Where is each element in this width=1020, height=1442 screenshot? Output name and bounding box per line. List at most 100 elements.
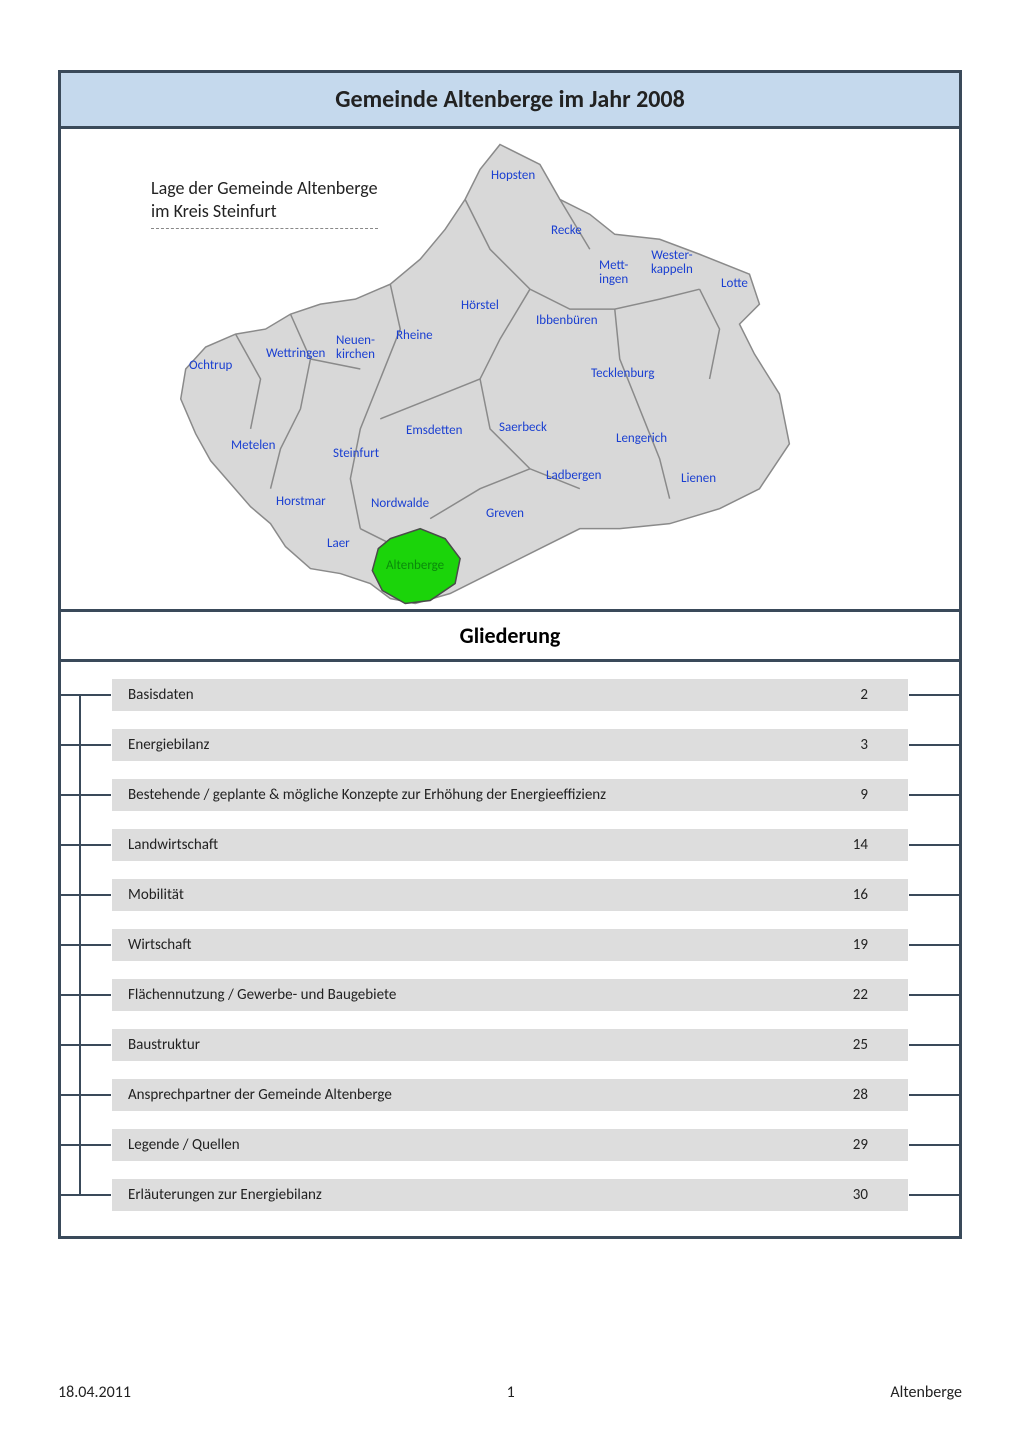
toc-row: Bestehende / geplante & mögliche Konzept… [111, 778, 909, 812]
map-label: Hörstel [461, 299, 499, 313]
map-label: Saerbeck [499, 421, 547, 435]
map-label: Altenberge [386, 559, 444, 573]
toc-connector-left [61, 994, 111, 996]
toc-page: 22 [853, 986, 868, 1004]
map-label: Wester-kappeln [651, 249, 693, 278]
toc-row-wrap: Bestehende / geplante & mögliche Konzept… [61, 772, 959, 822]
toc-label: Bestehende / geplante & mögliche Konzept… [128, 786, 606, 804]
toc-label: Wirtschaft [128, 936, 191, 954]
section-title: Gliederung [460, 622, 561, 649]
toc-label: Basisdaten [128, 686, 194, 704]
map-label: Rheine [396, 329, 433, 343]
toc-row-wrap: Basisdaten 2 [61, 672, 959, 722]
toc-page: 28 [853, 1086, 868, 1104]
toc-label: Energiebilanz [128, 736, 209, 754]
title-bar: Gemeinde Altenberge im Jahr 2008 [61, 73, 959, 129]
map-label: Steinfurt [333, 447, 379, 461]
map-label: Ibbenbüren [536, 314, 598, 328]
toc-row: Landwirtschaft 14 [111, 828, 909, 862]
toc-connector-left [61, 744, 111, 746]
map-label: Greven [486, 507, 524, 521]
toc-connector-left [61, 1194, 111, 1196]
toc-row: Ansprechpartner der Gemeinde Altenberge 2… [111, 1078, 909, 1112]
toc-page: 25 [853, 1036, 868, 1054]
toc-connector-left [61, 1044, 111, 1046]
toc-page: 14 [853, 836, 868, 854]
toc-connector-right [909, 744, 959, 746]
toc-row: Mobilität 16 [111, 878, 909, 912]
toc-row: Flächennutzung / Gewerbe- und Baugebiete… [111, 978, 909, 1012]
toc-page: 9 [860, 786, 868, 804]
map-label: Metelen [231, 439, 275, 453]
map-label: Lengerich [616, 432, 667, 446]
toc-connector-left [61, 794, 111, 796]
map-caption-line2: im Kreis Steinfurt [151, 200, 277, 222]
toc-connector-right [909, 1144, 959, 1146]
toc-row-wrap: Wirtschaft 19 [61, 922, 959, 972]
map-area: Lage der Gemeinde Altenberge im Kreis St… [61, 129, 959, 609]
map-label: Mett-ingen [599, 259, 628, 288]
map-label: Horstmar [276, 495, 326, 509]
toc-connector-right [909, 994, 959, 996]
map-caption: Lage der Gemeinde Altenberge im Kreis St… [151, 177, 378, 229]
map-label: Laer [327, 537, 350, 551]
toc-page: 16 [853, 886, 868, 904]
toc-page: 3 [860, 736, 868, 754]
toc-connector-left [61, 694, 111, 696]
page-footer: 18.04.2011 1 Altenberge [58, 1383, 962, 1402]
map-label: Ladbergen [546, 469, 602, 483]
section-header: Gliederung [61, 609, 959, 662]
toc-row-wrap: Erläuterungen zur Energiebilanz 30 [61, 1172, 959, 1222]
map-label: Ochtrup [189, 359, 232, 373]
toc-label: Baustruktur [128, 1036, 200, 1054]
toc-connector-right [909, 1194, 959, 1196]
map-label: Tecklenburg [591, 367, 654, 381]
toc-connector-right [909, 1094, 959, 1096]
document-title: Gemeinde Altenberge im Jahr 2008 [335, 85, 685, 114]
map-label: Lotte [721, 277, 748, 291]
toc-row: Energiebilanz 3 [111, 728, 909, 762]
map-label: Wettringen [266, 347, 325, 361]
toc-row-wrap: Ansprechpartner der Gemeinde Altenberge 2… [61, 1072, 959, 1122]
map-caption-line1: Lage der Gemeinde Altenberge [151, 177, 378, 199]
toc-row: Legende / Quellen29 [111, 1128, 909, 1162]
toc-label: Flächennutzung / Gewerbe- und Baugebiete [128, 986, 396, 1004]
toc-page: 19 [853, 936, 868, 954]
toc-connector-left [61, 894, 111, 896]
toc-connector-right [909, 1044, 959, 1046]
toc-connector-left [61, 1094, 111, 1096]
toc-label: Erläuterungen zur Energiebilanz [128, 1186, 322, 1204]
toc-label: Mobilität [128, 886, 184, 904]
map-label: Recke [551, 224, 582, 238]
toc-connector-left [61, 1144, 111, 1146]
map-label: Neuen-kirchen [336, 334, 375, 363]
toc-row-wrap: Energiebilanz 3 [61, 722, 959, 772]
footer-date: 18.04.2011 [58, 1383, 131, 1402]
toc-connector-left [61, 844, 111, 846]
map-label: Lienen [681, 472, 716, 486]
toc-connector-right [909, 894, 959, 896]
map-label: Hopsten [491, 169, 535, 183]
toc-connector-right [909, 794, 959, 796]
toc-connector-right [909, 694, 959, 696]
footer-page-number: 1 [507, 1383, 515, 1402]
toc-connector-right [909, 844, 959, 846]
toc-row-wrap: Baustruktur 25 [61, 1022, 959, 1072]
toc-page: 29 [853, 1136, 868, 1154]
table-of-contents: Basisdaten 2 Energiebilanz 3 Bestehende / ge… [61, 662, 959, 1236]
document-frame: Gemeinde Altenberge im Jahr 2008 Lage de… [58, 70, 962, 1239]
toc-page: 30 [853, 1186, 868, 1204]
toc-row-wrap: Flächennutzung / Gewerbe- und Baugebiete… [61, 972, 959, 1022]
toc-connector-left [61, 944, 111, 946]
toc-row-wrap: Legende / Quellen29 [61, 1122, 959, 1172]
toc-row: Erläuterungen zur Energiebilanz 30 [111, 1178, 909, 1212]
toc-row-wrap: Landwirtschaft 14 [61, 822, 959, 872]
toc-connector-right [909, 944, 959, 946]
toc-page: 2 [860, 686, 868, 704]
toc-label: Landwirtschaft [128, 836, 218, 854]
toc-row-wrap: Mobilität 16 [61, 872, 959, 922]
toc-row: Wirtschaft 19 [111, 928, 909, 962]
toc-label: Ansprechpartner der Gemeinde Altenberge [128, 1086, 392, 1104]
toc-row: Baustruktur 25 [111, 1028, 909, 1062]
map-label: Emsdetten [406, 424, 462, 438]
